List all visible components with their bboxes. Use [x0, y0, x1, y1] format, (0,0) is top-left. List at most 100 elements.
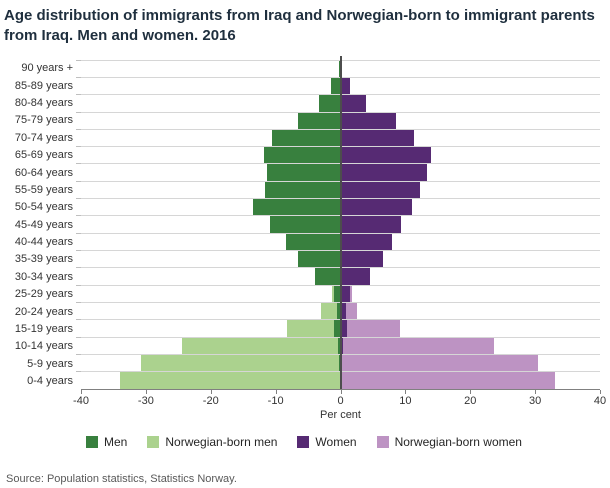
x-tick-mark [600, 389, 601, 394]
row-left-half [81, 77, 341, 95]
row-left-half [81, 302, 341, 320]
bar-men [314, 268, 341, 285]
legend-item-norwegian-born-men: Norwegian-born men [147, 435, 277, 449]
legend-label: Men [104, 434, 128, 449]
y-axis-label: 0-4 years [27, 375, 73, 388]
bar-norwegian-born-men [141, 354, 340, 372]
bar-women [340, 112, 397, 129]
row-right-half [340, 199, 601, 216]
age-pyramid-chart: 90 years + 85-89 years 80-84 years 75-79 ye… [4, 55, 606, 421]
bar-men [272, 129, 341, 147]
y-axis-label: 75-79 years [14, 114, 73, 127]
y-axis-label: 10-14 years [14, 340, 73, 353]
x-tick-label: -30 [137, 394, 154, 407]
row-left-half [81, 372, 341, 389]
bar-women [340, 285, 350, 302]
y-axis-label: 45-49 years [14, 218, 73, 231]
row-left-half [81, 268, 341, 285]
bar-norwegian-born-men [182, 337, 338, 354]
row-left-half [81, 60, 341, 77]
chart-title: Age distribution of immigrants from Iraq… [4, 7, 595, 44]
x-tick-label: 20 [464, 394, 477, 407]
bar-norwegian-born-women [343, 337, 494, 354]
row-left-half [81, 147, 341, 164]
row-right-half [340, 372, 601, 389]
x-tick-mark [210, 389, 212, 394]
y-axis-label: 70-74 years [14, 131, 73, 144]
row-right-half [340, 216, 601, 233]
legend-label: Norwegian-born women [394, 434, 522, 449]
row-left-half [81, 285, 341, 302]
x-tick-label: 10 [399, 394, 412, 407]
y-axis-label: 5-9 years [27, 357, 73, 370]
row-right-half [340, 147, 601, 164]
y-axis-label: 15-19 years [14, 322, 73, 335]
bar-men [270, 216, 341, 233]
row-left-half [81, 181, 341, 199]
row-right-half [340, 112, 601, 129]
bar-men [331, 77, 341, 95]
y-axis-label: 40-44 years [14, 236, 73, 249]
legend-item-norwegian-born-women: Norwegian-born women [376, 434, 522, 449]
row-right-half [340, 164, 601, 181]
row-left-half [81, 129, 341, 147]
row-left-half [81, 354, 341, 372]
row-right-half [340, 354, 601, 372]
x-tick-label: -20 [202, 394, 219, 407]
bar-men [263, 147, 341, 164]
y-axis-label: 60-64 years [14, 166, 73, 179]
row-left-half [81, 337, 341, 354]
bar-men [298, 112, 341, 129]
legend-item-men: Men [86, 435, 127, 449]
x-tick-mark [81, 389, 82, 394]
row-left-half [81, 199, 341, 216]
y-axis-label: 25-29 years [14, 288, 73, 301]
x-tick-label: -10 [267, 394, 284, 407]
row-left-half [81, 112, 341, 129]
row-left-half [81, 320, 341, 337]
x-axis: -40 -30 -20 -10 0 10 20 30 40 [73, 389, 606, 408]
zero-axis-line [339, 55, 342, 389]
legend-swatch-icon [376, 435, 389, 448]
y-axis-labels: 90 years + 85-89 years 80-84 years 75-79 ye… [4, 60, 76, 390]
row-right-half [340, 268, 601, 285]
row-left-half [81, 233, 341, 251]
bar-women [340, 129, 415, 147]
bar-women [340, 251, 384, 268]
row-right-half [340, 181, 601, 199]
legend-swatch-icon [86, 435, 99, 448]
bar-men [337, 337, 341, 354]
bar-women [340, 77, 350, 95]
bar-women [340, 181, 420, 199]
bar-women [340, 268, 371, 285]
x-tick-mark [405, 389, 407, 394]
row-left-half [81, 95, 341, 112]
legend-label: Norwegian-born men [165, 434, 278, 449]
bar-norwegian-born-men [332, 285, 335, 302]
bar-women [340, 320, 347, 337]
bar-men [298, 251, 341, 268]
row-left-half [81, 216, 341, 233]
y-axis-label: 90 years + [21, 62, 73, 75]
x-tick-label: 30 [529, 394, 542, 407]
bar-women [340, 95, 367, 112]
bar-women [340, 233, 392, 251]
bar-men [334, 285, 341, 302]
legend-item-women: Women [297, 435, 357, 449]
y-axis-label: 35-39 years [14, 253, 73, 266]
legend: Men Norwegian-born men Women Norwegian-born… [4, 435, 604, 449]
bar-men [286, 233, 341, 251]
bar-men [336, 302, 341, 320]
y-axis-label: 55-59 years [14, 183, 73, 196]
bar-women [340, 199, 412, 216]
plot-area [76, 55, 601, 390]
y-axis-label: 85-89 years [14, 79, 73, 92]
bar-men [252, 199, 341, 216]
y-axis-label: 30-34 years [14, 270, 73, 283]
bar-men [264, 181, 341, 199]
source-note: Source: Population statistics, Statistic… [6, 472, 237, 485]
y-axis-label: 20-24 years [14, 305, 73, 318]
row-left-half [81, 164, 341, 181]
row-right-half [340, 77, 601, 95]
bar-men [319, 95, 341, 112]
